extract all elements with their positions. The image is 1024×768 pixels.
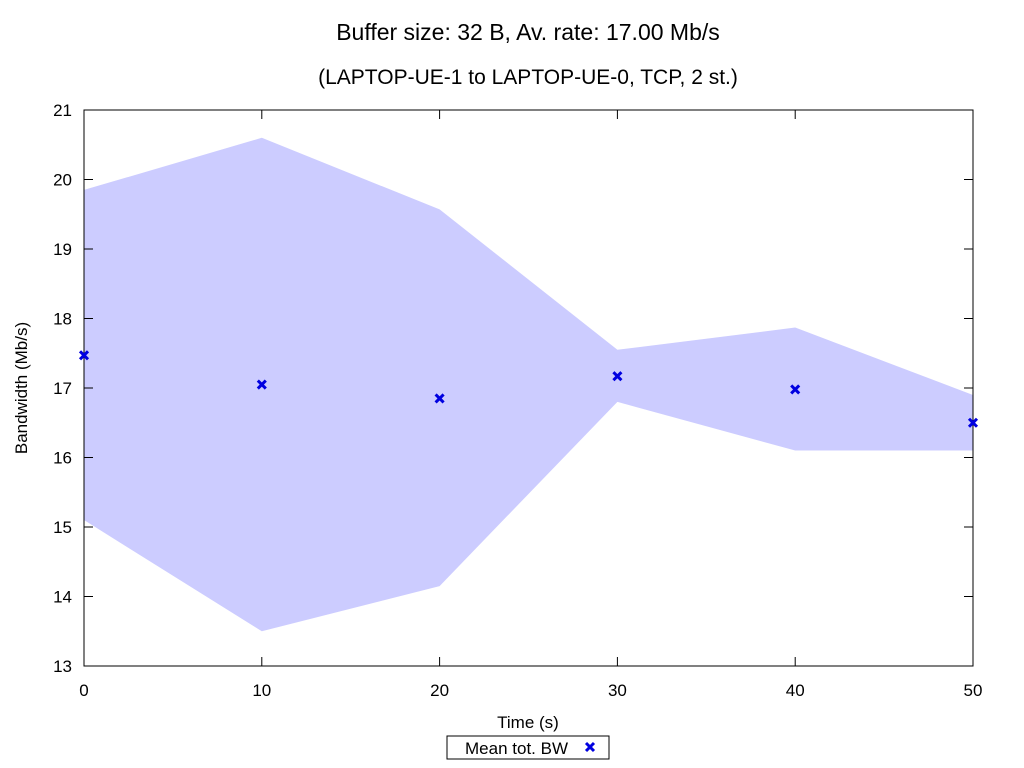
data-point [78,350,90,361]
y-tick-label: 21 [53,101,72,120]
x-tick-label: 30 [608,681,627,700]
x-tick-label: 0 [79,681,88,700]
y-tick-label: 13 [53,657,72,676]
data-point [967,417,979,428]
marker-stroke [434,393,445,404]
x-tick-label: 40 [786,681,805,700]
axis-ticks-layer: 0 10 20 30 40 50 13 14 15 16 17 18 19 20 21 [53,101,982,700]
y-tick-label: 19 [53,240,72,259]
data-point [256,379,267,390]
y-axis-label: Bandwidth (Mb/s) [12,322,31,454]
x-tick-label: 50 [964,681,983,700]
x-tick-label: 10 [252,681,271,700]
data-point [612,371,623,382]
marker-stroke [78,350,90,361]
marker-stroke [790,384,801,395]
legend-marker-x-icon [584,741,596,753]
marker-stroke [584,741,596,753]
data-points-layer [78,350,979,428]
marker-stroke [967,417,979,428]
x-axis-label: Time (s) [497,713,559,732]
data-point [434,393,445,404]
legend-marker [584,741,596,753]
y-tick-label: 15 [53,518,72,537]
data-point [790,384,801,395]
confidence-band-layer [84,137,973,632]
legend: Mean tot. BW [446,735,610,760]
legend-label: Mean tot. BW [465,739,568,758]
y-tick-label: 14 [53,588,72,607]
marker-stroke [256,379,267,390]
y-tick-label: 20 [53,171,72,190]
confidence-band [84,137,973,632]
x-tick-label: 20 [430,681,449,700]
legend-box [446,735,610,760]
marker-stroke [612,371,623,382]
chart-title: Buffer size: 32 B, Av. rate: 17.00 Mb/s [336,19,720,45]
y-tick-label: 18 [53,310,72,329]
chart-subtitle: (LAPTOP-UE-1 to LAPTOP-UE-0, TCP, 2 st.) [318,66,738,89]
y-tick-label: 16 [53,449,72,468]
y-tick-label: 17 [53,379,72,398]
